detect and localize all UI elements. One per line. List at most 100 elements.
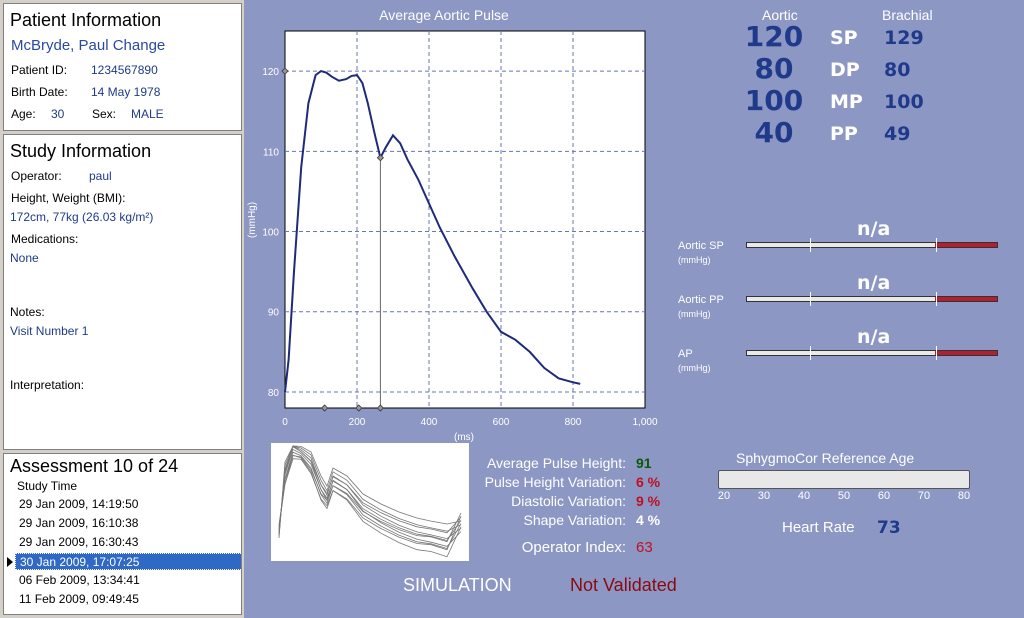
y-tick-label: 100 (262, 228, 279, 239)
patient-name: McBryde, Paul Change (11, 37, 166, 54)
reference-age-bar (718, 470, 970, 489)
x-tick-label: 200 (349, 417, 366, 428)
plot-area (284, 30, 646, 409)
aortic-pulse-line (284, 69, 581, 393)
shape-variation-value: 4 % (636, 512, 661, 528)
chart-ticks: 0 200 400 600 800 1,000 80 90 100 110 120 (262, 67, 658, 428)
y-tick-label: 110 (263, 147, 279, 158)
pulse-height-label: Average Pulse Height: (486, 455, 626, 471)
gauge-unit: (mmHg) (678, 363, 711, 373)
brachial-header: Brachial (882, 7, 933, 23)
pulse-height-variation-value: 6 % (636, 474, 661, 490)
height-weight-label: Height, Weight (BMI): (11, 191, 126, 205)
bp-dp-label: DP (830, 59, 860, 81)
chart-grid (285, 31, 645, 408)
gauge-high-zone (935, 351, 997, 355)
gauge-bar (746, 238, 998, 252)
gauge-bar (746, 292, 998, 306)
diastolic-variation-value: 9 % (636, 493, 661, 509)
aortic-mp-value: 100 (744, 84, 804, 117)
x-axis-label: (ms) (454, 432, 474, 443)
gauge-label: Aortic PP (678, 294, 724, 306)
brachial-pp-value: 49 (884, 123, 911, 145)
gauge-value: n/a (857, 218, 891, 240)
reference-age-tick: 50 (837, 490, 851, 502)
birth-date-value: 14 May 1978 (91, 85, 161, 99)
x-tick-label: 600 (493, 417, 510, 428)
reference-age-tick: 40 (797, 490, 811, 502)
overlay-pulse-line (278, 455, 462, 543)
overlay-pulse-line (278, 445, 462, 539)
age-value: 30 (51, 107, 65, 121)
diastolic-variation-label: Diastolic Variation: (511, 493, 626, 509)
feature-marker (281, 67, 289, 75)
gauge-unit: (mmHg) (678, 309, 711, 319)
y-axis-label: (mmHg) (247, 202, 258, 238)
assessment-list-item[interactable]: 06 Feb 2009, 13:34:41 (19, 573, 140, 587)
x-tick-label: 400 (421, 417, 438, 428)
x-tick-label: 0 (282, 417, 288, 428)
gauge-tick (810, 346, 811, 360)
feature-marker (376, 404, 384, 412)
aortic-pp-value: 40 (754, 116, 794, 149)
operator-index-label: Operator Index: (521, 539, 626, 556)
aortic-header: Aortic (762, 7, 798, 23)
operator-value: paul (89, 169, 112, 183)
heart-rate-label: Heart Rate (782, 519, 855, 536)
overlay-pulse-line (278, 451, 462, 549)
operator-index-value: 63 (636, 539, 653, 556)
feature-marker (355, 404, 363, 412)
gauge-high-zone (935, 243, 997, 247)
bp-mp-label: MP (830, 91, 863, 113)
assessment-list-item[interactable]: 29 Jan 2009, 16:10:38 (19, 516, 139, 530)
reference-age-tick: 80 (957, 490, 971, 502)
gauge-label: Aortic SP (678, 240, 724, 252)
assessment-list-item[interactable]: 29 Jan 2009, 16:30:43 (19, 535, 139, 549)
gauge-tick (810, 292, 811, 306)
bp-sp-label: SP (830, 27, 858, 49)
feature-marker (376, 154, 384, 162)
reference-age-tick: 70 (917, 490, 931, 502)
assessment-panel: Assessment 10 of 24 Study Time 29 Jan 20… (3, 453, 242, 615)
bp-pp-label: PP (830, 123, 858, 145)
reference-age-tick: 20 (717, 490, 731, 502)
notes-value: Visit Number 1 (10, 324, 89, 338)
left-sidebar: Patient Information McBryde, Paul Change… (0, 0, 244, 618)
height-weight-value: 172cm, 77kg (26.03 kg/m²) (10, 210, 154, 224)
brachial-sp-value: 129 (884, 27, 924, 49)
study-information-panel: Study Information Operator: paul Height,… (3, 134, 242, 450)
y-tick-label: 90 (268, 308, 280, 319)
shape-variation-label: Shape Variation: (523, 512, 626, 528)
overlay-pulse-line (278, 445, 462, 537)
overlay-pulse-line (278, 448, 462, 541)
assessment-title: Assessment 10 of 24 (10, 456, 179, 476)
aortic-sp-value: 120 (744, 20, 804, 53)
average-aortic-pulse-chart: Average Aortic Pulse 0 200 400 600 800 1,000 8… (247, 7, 658, 443)
gauge-value: n/a (857, 326, 891, 348)
medications-value: None (10, 251, 39, 265)
gauge-unit: (mmHg) (678, 255, 711, 265)
validation-status: Not Validated (570, 575, 677, 595)
feature-marker (321, 404, 329, 412)
sex-value: MALE (131, 107, 164, 121)
interpretation-label: Interpretation: (10, 378, 85, 392)
study-info-title: Study Information (10, 141, 152, 161)
birth-date-label: Birth Date: (11, 85, 68, 99)
gauge-tick (810, 238, 811, 252)
overlay-pulse-line (278, 446, 462, 534)
pulse-height-variation-label: Pulse Height Variation: (484, 474, 626, 490)
gauge-bar (746, 346, 998, 360)
assessment-list-item[interactable]: 29 Jan 2009, 14:19:50 (19, 497, 139, 511)
patient-id-label: Patient ID: (11, 63, 68, 77)
patient-information-panel: Patient Information McBryde, Paul Change… (3, 3, 242, 131)
gauge-high-zone (935, 297, 997, 301)
chart-title: Average Aortic Pulse (379, 7, 509, 23)
age-label: Age: (11, 107, 36, 121)
heart-rate-value: 73 (877, 518, 901, 538)
assessment-list-item[interactable]: 11 Feb 2009, 09:49:45 (19, 592, 139, 606)
gauge-label: AP (678, 348, 693, 360)
patient-info-title: Patient Information (10, 10, 162, 30)
operator-label: Operator: (11, 169, 62, 183)
x-tick-label: 1,000 (632, 417, 657, 428)
assessment-list-item[interactable]: 30 Jan 2009, 17:07:25 (15, 553, 241, 570)
